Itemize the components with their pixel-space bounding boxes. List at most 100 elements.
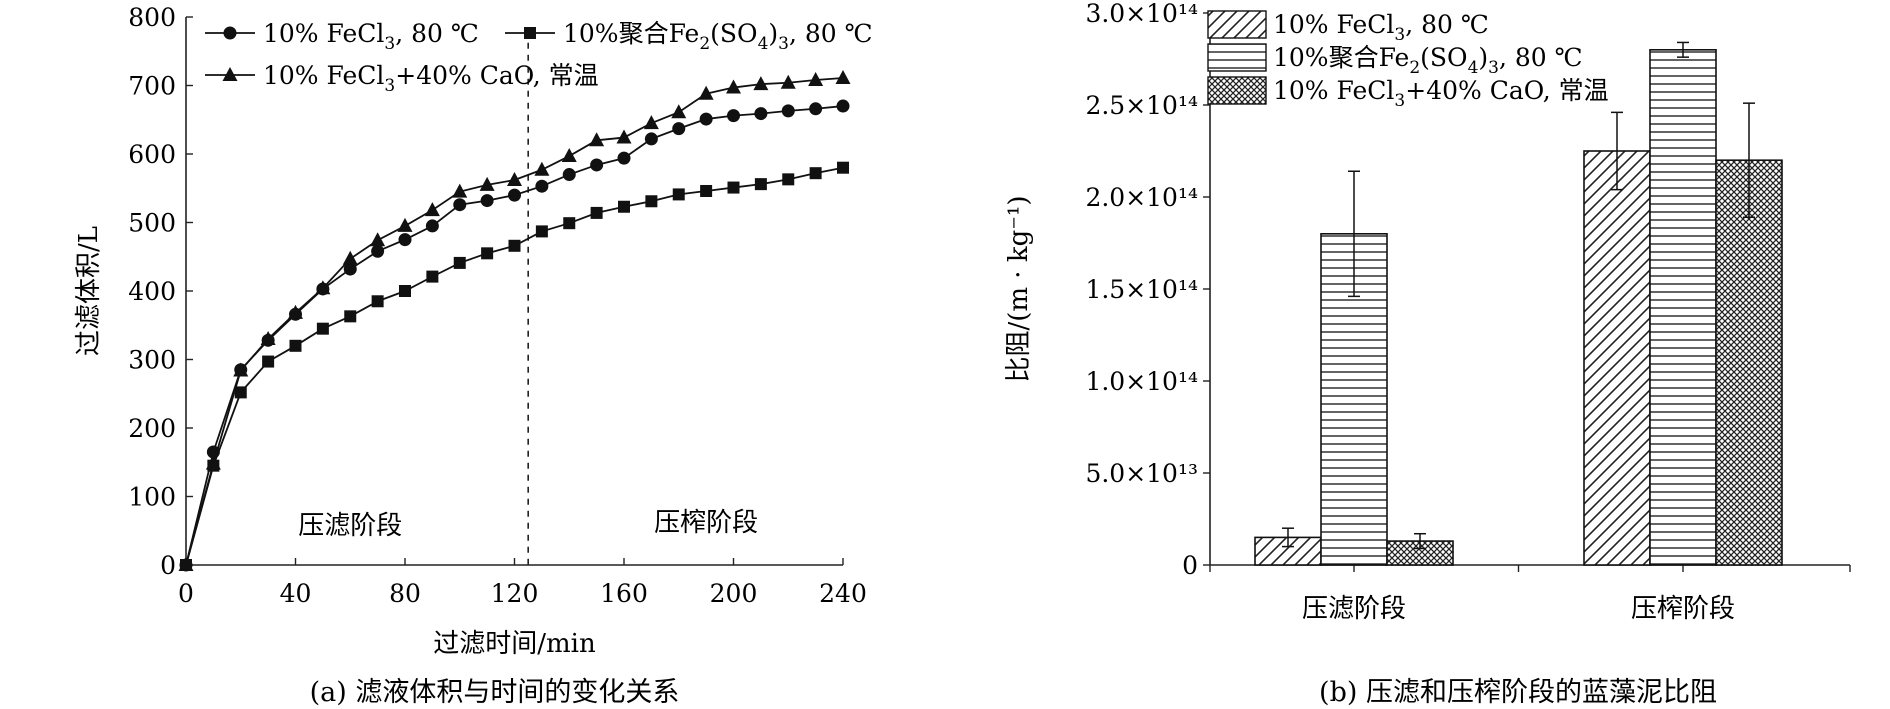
legend-marker-square: [524, 27, 536, 39]
chart-a-y-tick-label: 200: [128, 414, 176, 443]
chart-a-x-tick-label: 120: [491, 579, 539, 608]
data-point-circle: [535, 179, 549, 193]
data-point-circle: [453, 198, 467, 212]
legend-text: 10% FeCl: [263, 61, 384, 90]
legend-text: (SO: [1420, 43, 1467, 72]
data-point-circle: [672, 122, 686, 136]
data-point-circle: [781, 104, 795, 118]
data-point-circle: [754, 107, 768, 121]
legend-marker-triangle: [222, 67, 238, 81]
legend-text: +40% CaO, 常温: [1405, 76, 1608, 105]
data-point-circle: [809, 102, 823, 116]
chart-a-y-tick-label: 600: [128, 140, 176, 169]
chart-b-y-tick-label: 2.0×10¹⁴: [1085, 183, 1198, 212]
chart-a-axes: 0 40 80 120 160 200 240 0 100 200 300 400 500 600 700 8…: [128, 3, 867, 608]
data-point-triangle: [452, 183, 468, 198]
chart-b-legend: 10% FeCl3, 80 ℃10%聚合Fe2(SO4)3, 80 ℃10% F…: [1207, 10, 1609, 111]
data-point-square: [535, 225, 548, 238]
chart-a-x-tick-label: 240: [819, 579, 867, 608]
legend-text: 10%聚合Fe: [1273, 43, 1409, 72]
data-point-square: [481, 247, 494, 260]
data-point-square: [672, 188, 685, 201]
legend-subscript: 3: [1488, 58, 1499, 78]
data-point-square: [344, 310, 357, 323]
data-point-square: [645, 195, 658, 208]
data-point-circle: [836, 99, 850, 113]
chart-a-y-tick-label: 300: [128, 346, 176, 375]
legend-label: 10% FeCl3+40% CaO, 常温: [263, 61, 599, 96]
data-point-square: [399, 285, 411, 297]
data-point-circle: [562, 168, 576, 182]
legend-subscript: 3: [384, 76, 395, 96]
legend-subscript: 3: [778, 34, 789, 54]
chart-a-y-tick-label: 800: [128, 3, 176, 32]
data-point-circle: [508, 188, 521, 202]
chart-b-y-tick-label: 1.0×10¹⁴: [1085, 367, 1198, 396]
stage-label-squeeze: 压榨阶段: [654, 508, 758, 538]
data-point-triangle: [370, 232, 386, 247]
chart-b-y-tick-label: 5.0×10¹³: [1085, 459, 1198, 488]
data-point-circle: [371, 244, 385, 258]
data-point-square: [426, 270, 439, 283]
chart-b-category-label: 压滤阶段: [1302, 594, 1406, 624]
data-point-square: [563, 217, 576, 230]
data-point-triangle: [288, 304, 303, 319]
legend-text: ): [768, 19, 778, 48]
data-point-square: [289, 339, 302, 352]
legend-text: , 80 ℃: [1499, 43, 1583, 72]
legend-label: 10% FeCl3+40% CaO, 常温: [1273, 76, 1609, 111]
data-point-circle: [480, 194, 494, 208]
data-point-triangle: [342, 250, 358, 265]
legend-subscript: 2: [1409, 58, 1420, 78]
data-point-circle: [644, 132, 658, 146]
legend-text: 10% FeCl: [1273, 76, 1394, 105]
legend-subscript: 3: [384, 34, 395, 54]
filtrate-volume-line-chart: 0 40 80 120 160 200 240 0 100 200 300 400 500 600 700 8…: [74, 3, 873, 708]
series-line-square: [185, 166, 844, 566]
data-point-square: [371, 295, 384, 308]
series-line-triangle: [185, 77, 844, 566]
data-point-circle: [398, 233, 412, 247]
bar-horizontal-1: [1649, 48, 1717, 566]
data-point-circle: [425, 219, 439, 233]
bar-crosshatch-1: [1715, 159, 1783, 566]
chart-a-x-tick-label: 0: [178, 579, 194, 608]
legend-text: , 80 ℃: [1405, 10, 1489, 39]
legend-text: 10% FeCl: [263, 19, 384, 48]
chart-b-category-label: 压榨阶段: [1631, 594, 1735, 624]
data-point-square: [782, 173, 795, 186]
data-point-square: [453, 256, 466, 269]
legend-text: , 80 ℃: [789, 19, 873, 48]
chart-b-y-tick-label: 3.0×10¹⁴: [1085, 0, 1198, 28]
data-point-triangle: [424, 202, 440, 217]
data-point-square: [508, 239, 521, 252]
chart-a-y-tick-label: 500: [128, 209, 176, 238]
chart-b-y-axis-label: 比阻/(m · kg⁻¹): [1004, 195, 1034, 382]
legend-swatch-diagonal: [1207, 10, 1267, 39]
data-point-triangle: [534, 161, 550, 176]
legend-text: ): [1478, 43, 1488, 72]
data-point-triangle: [671, 104, 687, 119]
line-series-square: [180, 161, 849, 571]
data-point-circle: [343, 262, 357, 276]
data-point-triangle: [698, 85, 714, 100]
legend-subscript: 3: [1394, 25, 1405, 45]
data-point-triangle: [726, 79, 741, 94]
data-point-circle: [727, 109, 740, 123]
legend-text: (SO: [710, 19, 757, 48]
chart-a-y-tick-label: 0: [160, 551, 176, 580]
data-point-triangle: [479, 176, 495, 191]
chart-a-y-tick-label: 400: [128, 277, 176, 306]
legend-swatch-horizontal: [1207, 43, 1267, 72]
legend-subscript: 2: [699, 34, 710, 54]
data-point-triangle: [397, 217, 413, 232]
chart-b-bars: [1254, 41, 1783, 566]
legend-item-triangle: 10% FeCl3+40% CaO, 常温: [205, 61, 599, 96]
specific-resistance-bar-chart: 0 5.0×10¹³ 1.0×10¹⁴ 1.5×10¹⁴ 2.0×10¹⁴ 2.5×10¹…: [1004, 0, 1851, 708]
data-point-square: [837, 161, 849, 174]
legend-item-square: 10%聚合Fe2(SO4)3, 80 ℃: [505, 19, 873, 54]
legend-marker-circle: [223, 26, 237, 40]
chart-a-y-tick-label: 100: [128, 483, 176, 512]
data-point-triangle: [178, 557, 194, 571]
legend-text: 10%聚合Fe: [563, 19, 699, 48]
